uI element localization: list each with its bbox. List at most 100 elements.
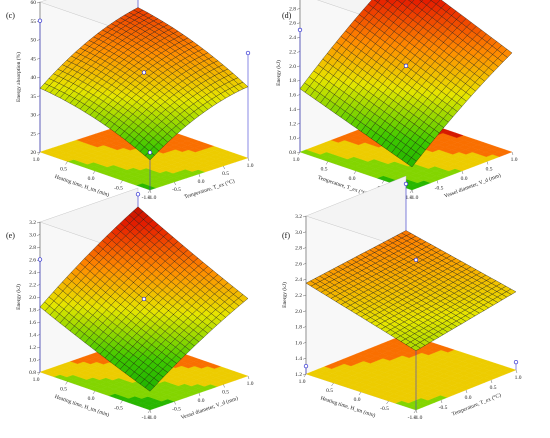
y-tick (92, 170, 96, 175)
z-tick (36, 151, 41, 154)
x-tick (415, 409, 418, 414)
z-tick-label: 2.6 (295, 261, 302, 267)
z-tick-label: 3.0 (295, 230, 302, 236)
z-tick (36, 284, 41, 286)
y-tick (381, 180, 385, 184)
x-tick (223, 165, 225, 170)
y-tick-label: 0.0 (349, 176, 356, 182)
z-tick-label: 1.8 (295, 325, 302, 331)
z-tick-label: 2.8 (295, 246, 302, 252)
x-tick (515, 369, 518, 374)
z-tick-label: 30 (31, 113, 37, 119)
y-tick-label: 0.0 (354, 397, 361, 403)
x-tick-label: -0.5 (439, 405, 448, 411)
z-axis-label: Energy absorption (%) (15, 52, 22, 102)
x-axis-label: Vessel diameter, V_d (mm) (443, 172, 502, 200)
x-tick-label: -0.5 (172, 187, 181, 193)
z-tick (36, 76, 41, 79)
y-tick (409, 189, 413, 194)
x-tick (149, 189, 152, 194)
x-tick-label: -1.0 (414, 415, 423, 421)
panel-d: (d)0.81.01.21.41.61.82.02.22.42.62.83.0E… (275, 0, 518, 201)
z-tick-label: 2.2 (29, 283, 36, 289)
panel-e: (e)0.81.01.21.41.61.82.02.22.42.62.83.03… (6, 187, 254, 421)
z-tick (296, 8, 301, 10)
panel-c: (c) 20 25 30 35 40 45 50 55 60 Energy absorption (… (6, 0, 254, 201)
y-tick-label: -1.0 (142, 415, 151, 421)
y-tick-label: 0.5 (321, 167, 328, 173)
x-tick-label: -0.5 (435, 186, 444, 192)
z-tick (296, 79, 301, 82)
surface-cell (385, 0, 389, 2)
z-tick-label: 1.6 (289, 93, 296, 99)
z-tick (36, 1, 41, 4)
y-tick-label: 1.0 (33, 377, 40, 383)
z-tick-label: 1.8 (29, 308, 36, 314)
z-tick (36, 296, 41, 299)
x-tick (461, 170, 464, 175)
z-tick-label: 2.4 (29, 270, 36, 276)
z-tick (36, 95, 41, 97)
x-tick (436, 180, 439, 184)
z-tick (36, 234, 41, 236)
x-tick-label: 1.0 (511, 157, 518, 163)
z-tick (296, 36, 301, 39)
y-tick-label: -0.5 (380, 406, 389, 412)
z-tick-label: 60 (31, 0, 37, 6)
z-tick (302, 215, 307, 218)
y-tick (147, 409, 151, 414)
y-tick-label: 0.5 (60, 387, 67, 393)
z-tick-label: 2.4 (289, 35, 296, 41)
x-tick-label: 0.5 (490, 385, 497, 391)
surface-cell (506, 288, 517, 295)
z-tick-label: 1.2 (289, 121, 296, 127)
x-tick-label: 1.0 (515, 375, 522, 381)
x-tick (247, 157, 250, 162)
surface-cell (502, 48, 513, 58)
design-point (413, 257, 419, 263)
design-point (37, 257, 43, 262)
y-tick-label: -1.0 (404, 195, 413, 201)
z-tick-label: 2.0 (29, 295, 36, 301)
x-tick (174, 181, 176, 186)
z-tick-label: 35 (31, 94, 37, 100)
z-tick-label: 2.2 (289, 49, 296, 55)
z-tick-label: 1.8 (289, 78, 296, 84)
panel-f: (f) 1.2 1.4 1.6 1.8 2.0 2.2 2.4 2.6 2.8 3.0 3.2 Ener… (281, 175, 522, 421)
z-tick-label: 3.0 (29, 233, 36, 239)
z-tick (296, 65, 301, 68)
x-tick-label: -1.0 (410, 195, 419, 201)
z-tick-label: 2.8 (289, 6, 296, 12)
panel-label: (c) (6, 11, 15, 20)
z-tick (302, 342, 307, 344)
z-tick (302, 326, 307, 328)
panel-label: (e) (6, 231, 15, 240)
z-tick-label: 40 (31, 75, 37, 81)
z-tick (296, 151, 301, 154)
panel-label: (f) (282, 231, 290, 240)
design-point (141, 70, 147, 75)
x-tick-label: 0.5 (486, 167, 493, 173)
z-tick-label: 2.0 (289, 64, 296, 70)
y-tick (353, 170, 357, 175)
x-tick-label: 1.0 (247, 381, 254, 387)
y-tick (325, 161, 329, 165)
design-point (403, 181, 409, 187)
y-tick (65, 381, 68, 385)
y-tick (147, 189, 151, 194)
y-tick-label: 1.0 (33, 157, 40, 163)
x-tick (198, 173, 201, 178)
y-tick-label: 0.0 (88, 176, 95, 182)
z-axis-label: Energy (kJ) (15, 284, 22, 310)
z-tick-label: 45 (31, 56, 37, 62)
y-tick-label: 0.0 (88, 396, 95, 402)
z-tick (302, 279, 307, 281)
z-tick-label: 2.2 (295, 293, 302, 299)
y-tick (65, 161, 68, 165)
x-axis-label: Temperature, T_ex (°C) (183, 177, 235, 200)
z-tick-label: 1.6 (295, 340, 302, 346)
x-tick (511, 151, 514, 156)
design-point (135, 192, 141, 197)
x-tick (490, 379, 493, 384)
y-tick-label: 0.5 (326, 388, 333, 394)
